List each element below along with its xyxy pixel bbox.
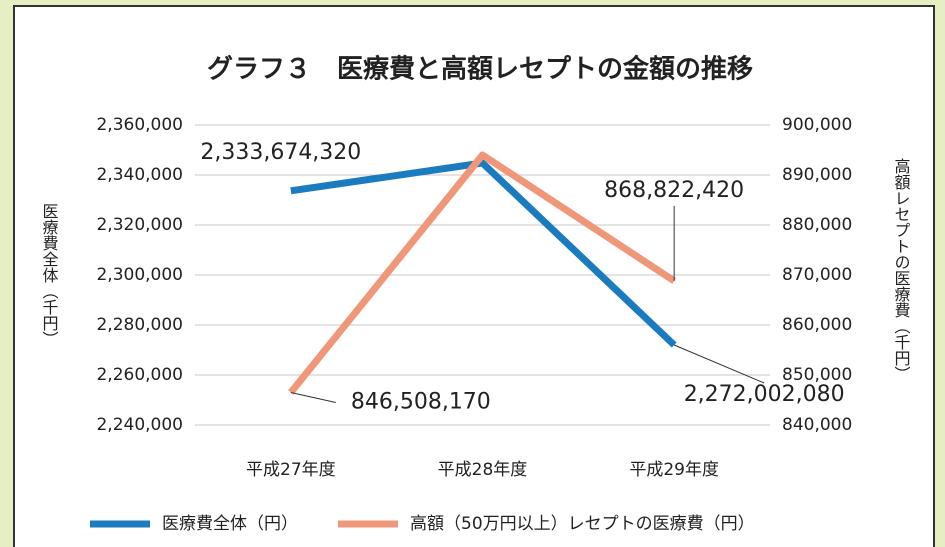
x-tick-label: 平成28年度 (438, 460, 528, 480)
y-tick-label: 2,360,000 (96, 115, 183, 135)
page: グラフ３ 医療費と高額レセプトの金額の推移 医療費全体（千円） 高額レセプトの医… (0, 0, 945, 547)
y2-tick-label: 840,000 (782, 415, 852, 435)
y2-tick-label: 900,000 (782, 115, 852, 135)
legend-label: 医療費全体（円） (162, 514, 298, 534)
x-tick-label: 平成29年度 (629, 460, 719, 480)
y2-tick-label: 890,000 (782, 165, 852, 185)
y-axis-label: 医療費全体（千円） (40, 203, 59, 347)
chart-title: グラフ３ 医療費と高額レセプトの金額の推移 (207, 54, 753, 85)
y2-tick-label: 870,000 (782, 265, 852, 285)
value-label: 846,508,170 (351, 389, 491, 414)
chart: グラフ３ 医療費と高額レセプトの金額の推移 医療費全体（千円） 高額レセプトの医… (0, 0, 945, 547)
y-tick-label: 2,340,000 (96, 165, 183, 185)
y2-tick-label: 860,000 (782, 315, 852, 335)
y-tick-label: 2,240,000 (96, 415, 183, 435)
value-label: 2,333,674,320 (200, 140, 361, 165)
y-tick-label: 2,260,000 (96, 365, 183, 385)
y2-tick-label: 880,000 (782, 215, 852, 235)
y-tick-label: 2,320,000 (96, 215, 183, 235)
x-tick-label: 平成27年度 (246, 460, 336, 480)
y2-axis-label: 高額レセプトの医療費（千円） (892, 158, 911, 382)
value-label: 868,822,420 (604, 178, 744, 203)
y-tick-label: 2,300,000 (96, 265, 183, 285)
value-label: 2,272,002,080 (684, 382, 845, 407)
y-tick-label: 2,280,000 (96, 315, 183, 335)
legend-label: 高額（50万円以上）レセプトの医療費（円） (410, 514, 755, 534)
